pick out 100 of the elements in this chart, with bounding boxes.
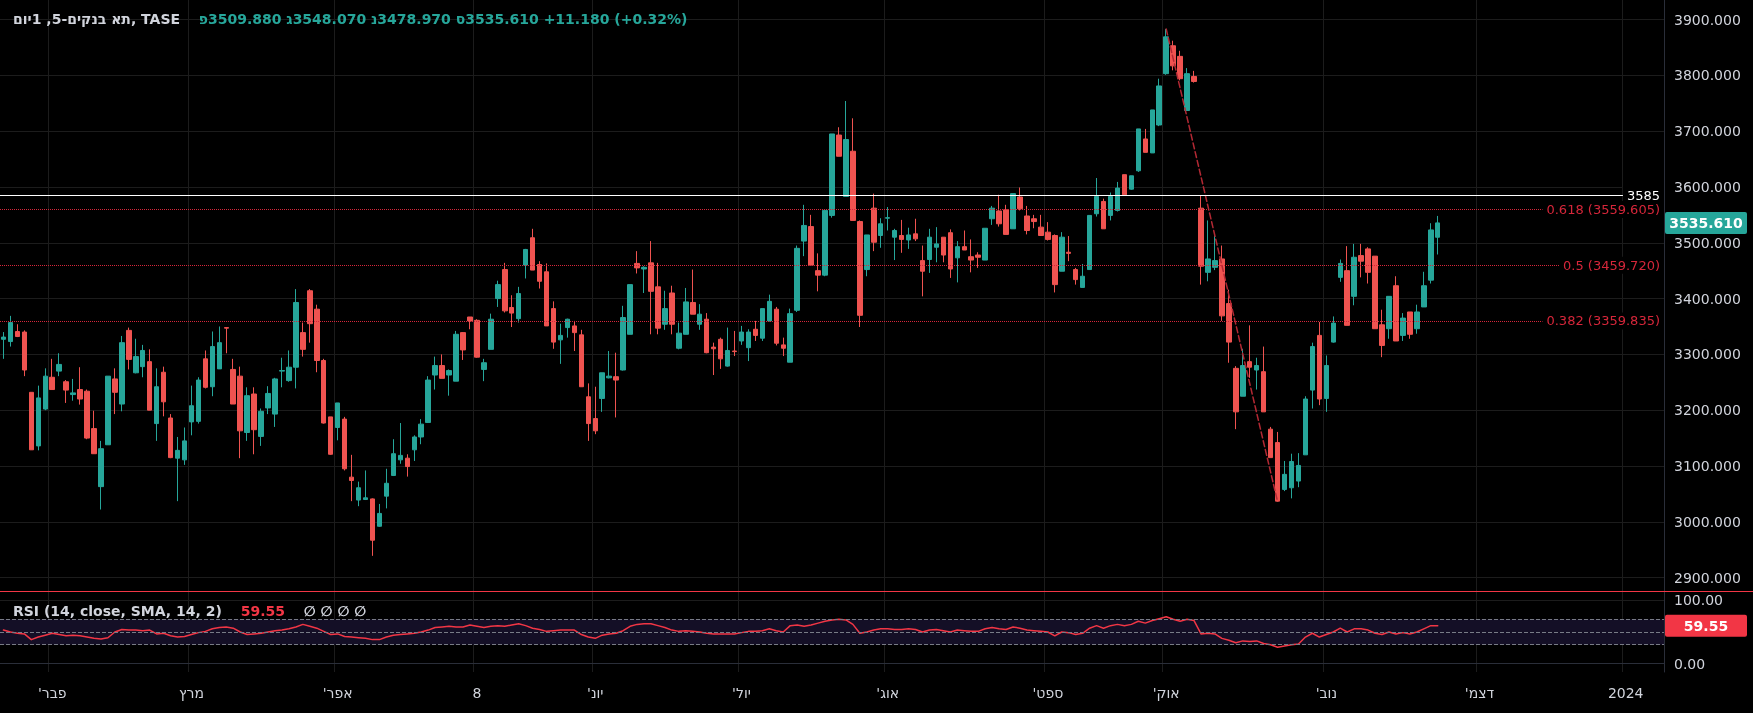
candlestick: [335, 402, 340, 441]
candlestick: [906, 227, 911, 250]
candlestick: [1198, 195, 1204, 286]
candlestick: [739, 325, 744, 346]
candlestick: [794, 245, 800, 313]
candlestick: [168, 413, 173, 459]
candlestick: [850, 117, 856, 221]
candlestick: [1282, 460, 1287, 492]
ref-line-label: 3585: [1626, 187, 1660, 203]
candlestick: [1331, 315, 1336, 344]
candlestick: [537, 260, 542, 290]
candlestick: [690, 269, 696, 315]
candlestick: [767, 294, 772, 322]
candlestick: [70, 378, 76, 402]
candlestick: [815, 252, 821, 292]
candlestick: [1143, 128, 1148, 153]
candlestick: [641, 265, 647, 294]
candlestick: [662, 290, 668, 331]
candlestick: [948, 228, 953, 279]
candlestick: [955, 240, 960, 283]
x-tick-label: 'נוב: [1315, 685, 1338, 701]
text: RSI (14, close, SMA, 14, 2): [13, 603, 222, 619]
text: 59.55: [1683, 617, 1729, 634]
x-tick-label: 'דצמ: [1464, 685, 1495, 701]
candlestick: [363, 469, 368, 501]
candlestick: [189, 385, 194, 436]
candlestick: [49, 358, 55, 391]
candlestick: [565, 318, 570, 339]
candlestick: [892, 228, 897, 261]
candlestick: [801, 204, 807, 257]
candlestick: [586, 382, 591, 442]
candlestick: [1414, 304, 1420, 335]
annotation: 59.55: [240, 603, 285, 619]
candlestick: [760, 308, 765, 342]
x-tick-label: 2024: [1607, 685, 1644, 701]
y-tick-label: 3800.000: [1674, 67, 1741, 84]
candlestick: [342, 416, 347, 471]
x-tick-label: 'ספט: [1032, 685, 1064, 701]
candlestick: [781, 337, 786, 357]
candlestick: [1247, 324, 1252, 379]
candlestick: [488, 313, 494, 350]
candlestick: [1400, 312, 1406, 342]
candlestick: [1310, 342, 1315, 410]
candlestick: [634, 250, 640, 274]
y-tick-label: 3600.000: [1674, 178, 1741, 195]
candlestick: [8, 315, 13, 348]
candlestick: [43, 367, 48, 411]
candlestick: [1240, 348, 1246, 397]
candlestick: [1010, 193, 1016, 230]
candlestick: [126, 327, 132, 370]
candlestick: [224, 326, 229, 354]
candlestick: [1, 331, 6, 360]
candlestick: [982, 227, 988, 261]
candlestick: [732, 330, 737, 357]
line-series: [2, 616, 1439, 648]
candlestick: [439, 353, 445, 379]
candlestick: [530, 228, 535, 271]
candlestick: [774, 306, 779, 346]
candlestick: [1163, 28, 1169, 76]
candlestick: [1233, 365, 1239, 430]
candlestick: [217, 325, 222, 370]
text: 3535.610: [1669, 214, 1744, 231]
candlestick: [718, 337, 723, 370]
candlestick: [175, 436, 180, 502]
candlestick: [1317, 321, 1322, 406]
candlestick: [572, 320, 577, 352]
y-tick-label: 3100.000: [1674, 457, 1741, 474]
candlestick: [154, 367, 159, 442]
candlestick: [1080, 263, 1085, 288]
y-tick-label: 3000.000: [1674, 513, 1741, 530]
candlestick: [1386, 295, 1392, 340]
candlestick: [182, 426, 187, 466]
candlestick: [251, 386, 257, 455]
y-tick-label: 0.00: [1674, 655, 1706, 672]
candlestick: [1108, 192, 1113, 221]
x-tick-label: 'אפר: [322, 685, 353, 701]
candlestick: [704, 312, 709, 354]
candlestick: [1087, 214, 1092, 271]
candlestick: [1129, 175, 1134, 191]
candlestick: [370, 497, 375, 557]
candlestick: [119, 335, 125, 412]
candlestick: [669, 285, 675, 335]
candlestick: [36, 385, 41, 451]
candlestick: [711, 342, 716, 376]
candlestick: [899, 219, 904, 254]
ref-line-label: 0.5 (3459.720): [1563, 257, 1660, 273]
candlestick: [377, 503, 382, 528]
candlestick: [432, 356, 438, 391]
candlestick: [105, 375, 111, 446]
candlestick: [258, 408, 264, 447]
candlestick: [836, 126, 842, 157]
candlestick: [613, 352, 619, 418]
candlestick: [1324, 354, 1329, 413]
candlestick: [1017, 187, 1023, 211]
candlestick: [328, 416, 333, 456]
candlestick: [1393, 275, 1399, 342]
candlestick: [753, 320, 758, 342]
candlestick: [1136, 128, 1141, 173]
candlestick: [460, 331, 466, 361]
candlestick: [558, 323, 563, 365]
